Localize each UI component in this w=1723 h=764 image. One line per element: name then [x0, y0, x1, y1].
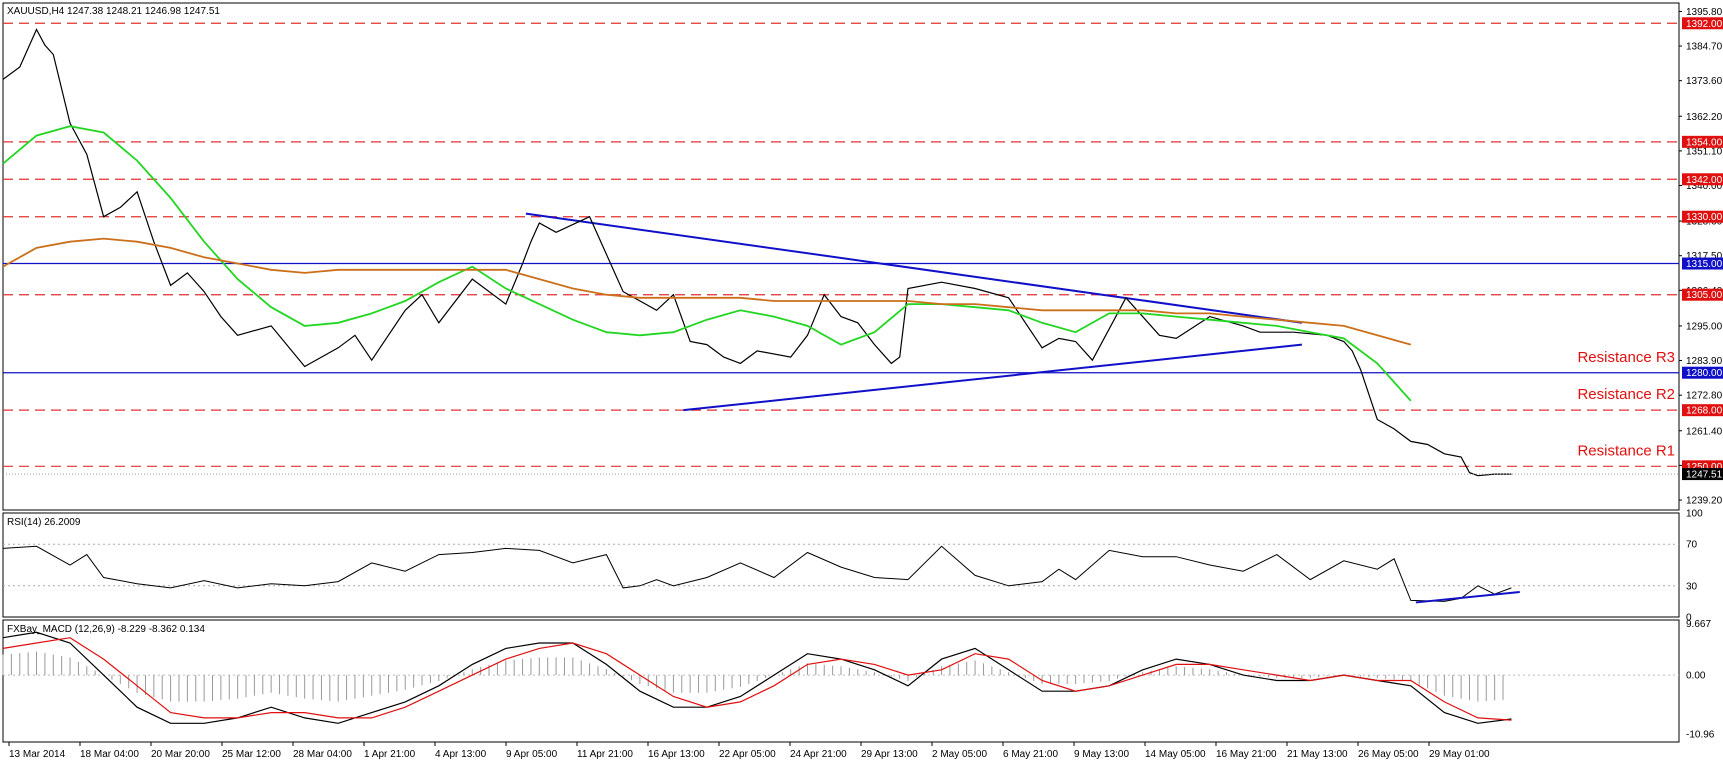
rsi-header: RSI(14) 26.2009	[7, 517, 81, 528]
level-tag-label-4: 1315.00	[1686, 259, 1723, 270]
macd-tick-label-0: 9.667	[1686, 619, 1711, 630]
level-tag-7	[1682, 404, 1723, 417]
level-tag-6	[1682, 366, 1723, 379]
level-tag-2	[1682, 173, 1723, 186]
x-tick-label-1: 18 Mar 04:00	[80, 749, 139, 760]
rsi-tick-label-1: 70	[1686, 540, 1698, 551]
level-tag-label-7: 1268.00	[1686, 406, 1723, 417]
resistance-annotation-2: Resistance R2	[1577, 386, 1675, 403]
macd-tick-label-1: 0.00	[1686, 671, 1706, 682]
x-tick-label-10: 22 Apr 05:00	[719, 749, 776, 760]
x-tick-label-18: 21 May 13:00	[1287, 749, 1348, 760]
x-tick-label-14: 6 May 21:00	[1003, 749, 1058, 760]
rsi-tick-label-3: 0	[1686, 613, 1692, 624]
price-panel-frame	[2, 2, 1680, 511]
SMA-slow-line	[2, 237, 1412, 346]
x-tick-label-9: 16 Apr 13:00	[648, 749, 705, 760]
x-tick-label-11: 24 Apr 21:00	[790, 749, 847, 760]
last-price-tag	[1682, 468, 1723, 481]
x-tick-label-15: 9 May 13:00	[1074, 749, 1129, 760]
level-tag-3	[1682, 210, 1723, 223]
level-tag-label-0: 1392.00	[1686, 19, 1723, 30]
level-tag-4	[1682, 257, 1723, 270]
x-tick-label-2: 20 Mar 20:00	[151, 749, 210, 760]
x-tick-label-13: 2 May 05:00	[932, 749, 987, 760]
level-tag-label-8: 1250.00	[1686, 462, 1723, 473]
price-tick-label-12: 1261.40	[1686, 426, 1723, 437]
rsi-panel-frame	[2, 512, 1680, 618]
price-tick-label-3: 1362.20	[1686, 112, 1723, 123]
x-tick-label-3: 25 Mar 12:00	[222, 749, 281, 760]
triangle-upper-trendline	[525, 212, 1303, 324]
price-tick-label-14: 1239.20	[1686, 496, 1723, 507]
last-price-tag-label: 1247.51	[1686, 470, 1723, 481]
level-tag-label-5: 1305.00	[1686, 290, 1723, 301]
level-tag-label-1: 1354.00	[1686, 137, 1723, 148]
price-tick-label-7: 1317.50	[1686, 251, 1723, 262]
price-tick-label-11: 1272.80	[1686, 391, 1723, 402]
rsi-tick-label-2: 30	[1686, 581, 1698, 592]
x-tick-label-4: 28 Mar 04:00	[293, 749, 352, 760]
price-tick-label-5: 1340.00	[1686, 181, 1723, 192]
macd-macd-line	[2, 631, 1512, 724]
x-tick-label-6: 4 Apr 13:00	[435, 749, 487, 760]
x-tick-label-8: 11 Apr 21:00	[577, 749, 633, 760]
x-tick-label-5: 1 Apr 21:00	[364, 749, 416, 760]
macd-header: FXBay_MACD (12,26,9) -8.229 -8.362 0.134	[7, 624, 205, 635]
resistance-annotation-3: Resistance R3	[1577, 349, 1675, 366]
x-tick-label-17: 16 May 21:00	[1216, 749, 1277, 760]
x-tick-label-12: 29 Apr 13:00	[861, 749, 918, 760]
level-tag-0	[1682, 17, 1723, 30]
macd-tick-label-2: -10.96	[1686, 729, 1715, 740]
price-tick-label-1: 1384.70	[1686, 42, 1723, 53]
price-chart-header: XAUUSD,H4 1247.38 1248.21 1246.98 1247.5…	[7, 6, 220, 17]
level-tag-5	[1682, 288, 1723, 301]
resistance-annotation-1: Resistance R1	[1577, 442, 1675, 459]
x-tick-label-16: 14 May 05:00	[1145, 749, 1206, 760]
x-tick-label-7: 9 Apr 05:00	[506, 749, 558, 760]
price-tick-label-4: 1351.10	[1686, 146, 1723, 157]
price-close-line	[2, 28, 1512, 477]
macd-panel-frame	[2, 619, 1680, 743]
level-tag-1	[1682, 135, 1723, 148]
macd-signal-line	[2, 637, 1512, 721]
rsi-tick-label-0: 100	[1686, 509, 1703, 520]
level-tag-label-6: 1280.00	[1686, 368, 1723, 379]
price-tick-label-9: 1295.00	[1686, 321, 1723, 332]
price-tick-label-2: 1373.60	[1686, 76, 1723, 87]
level-tag-label-3: 1330.00	[1686, 212, 1723, 223]
SMA-fast-line	[2, 125, 1412, 402]
triangle-lower-trendline	[683, 343, 1303, 412]
level-tag-label-2: 1342.00	[1686, 175, 1723, 186]
price-tick-label-0: 1395.80	[1686, 7, 1723, 18]
price-tick-label-10: 1283.90	[1686, 356, 1723, 367]
x-tick-label-0: 13 Mar 2014	[9, 749, 66, 760]
rsi-line	[2, 545, 1512, 602]
x-tick-label-19: 26 May 05:00	[1358, 749, 1419, 760]
x-tick-label-20: 29 May 01:00	[1429, 749, 1490, 760]
rsi-trendline	[1415, 591, 1520, 604]
